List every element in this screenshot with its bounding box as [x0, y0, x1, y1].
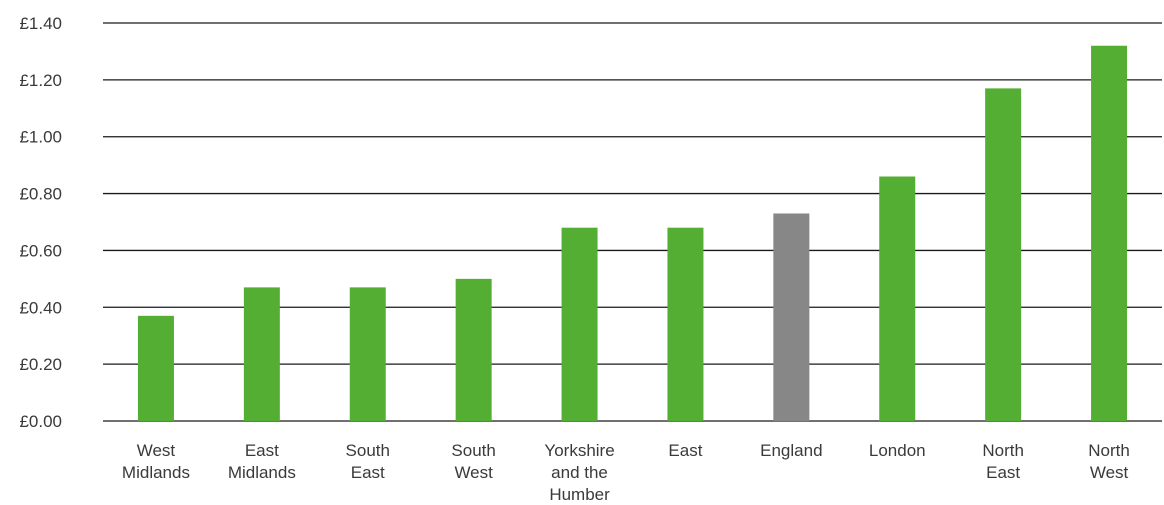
- bar: [349, 287, 386, 421]
- x-category-label-line: England: [760, 441, 822, 460]
- x-category-label-line: South: [346, 441, 390, 460]
- bar: [985, 88, 1022, 421]
- x-category-label: Yorkshire and the Humber: [544, 441, 614, 504]
- y-tick-label: £1.20: [19, 71, 62, 90]
- bar: [137, 315, 174, 421]
- bar: [455, 278, 492, 421]
- x-category-label: North East: [982, 441, 1024, 482]
- x-category-label-line: East: [245, 441, 279, 460]
- x-category-label: West Midlands: [122, 441, 190, 482]
- x-category-label-line: Humber: [549, 485, 610, 504]
- x-category-label: South East: [346, 441, 390, 482]
- y-axis-tick-labels: £0.00 £0.20 £0.40 £0.60 £0.80 £1.00 £1.20 £1.40: [19, 14, 62, 431]
- x-category-label: East Midlands: [228, 441, 296, 482]
- x-category-label: North West: [1088, 441, 1130, 482]
- x-category-label-line: Yorkshire: [544, 441, 614, 460]
- bars: [137, 45, 1128, 421]
- x-category-label-line: North: [1088, 441, 1130, 460]
- x-category-label-line: East: [351, 463, 385, 482]
- x-category-label: South West: [451, 441, 495, 482]
- x-category-label: London: [869, 441, 926, 460]
- x-category-label-line: East: [986, 463, 1020, 482]
- x-category-label-line: East: [668, 441, 702, 460]
- y-tick-label: £0.00: [19, 412, 62, 431]
- x-category-label-line: London: [869, 441, 926, 460]
- bar: [773, 213, 810, 421]
- x-category-label-line: West: [137, 441, 176, 460]
- x-category-label-line: North: [982, 441, 1024, 460]
- x-category-label: East: [668, 441, 702, 460]
- bar: [667, 227, 704, 421]
- bar: [243, 287, 280, 421]
- y-tick-label: £1.40: [19, 14, 62, 33]
- y-tick-label: £0.80: [19, 185, 62, 204]
- x-axis-category-labels: West Midlands East Midlands South East South We…: [122, 441, 1130, 504]
- bar: [561, 227, 598, 421]
- x-category-label-line: West: [1090, 463, 1129, 482]
- y-tick-label: £1.00: [19, 128, 62, 147]
- y-tick-label: £0.60: [19, 241, 62, 260]
- x-category-label-line: Midlands: [122, 463, 190, 482]
- y-tick-label: £0.20: [19, 355, 62, 374]
- x-category-label-line: and the: [551, 463, 608, 482]
- x-category-label-line: West: [454, 463, 493, 482]
- bar: [1091, 45, 1128, 421]
- x-category-label-line: Midlands: [228, 463, 296, 482]
- x-category-label-line: South: [451, 441, 495, 460]
- y-tick-label: £0.40: [19, 298, 62, 317]
- x-category-label: England: [760, 441, 822, 460]
- bar: [879, 176, 916, 421]
